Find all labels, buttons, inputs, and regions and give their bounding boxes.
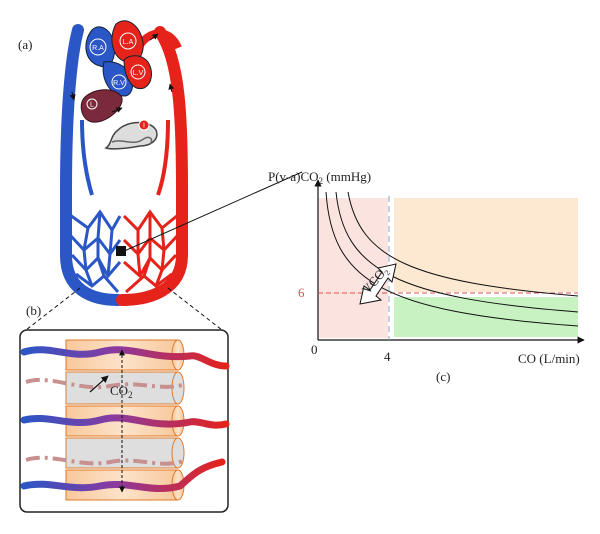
venous-capillary-bed xyxy=(68,209,122,293)
flow-arrows xyxy=(69,33,175,113)
dashed-vessel-2 xyxy=(25,455,187,466)
iso-vco2-curve-high xyxy=(347,191,579,297)
origin-label: 0 xyxy=(311,342,318,357)
heart: R.A L.A R.V L.V xyxy=(85,20,152,97)
arterial-capillary-bed xyxy=(122,209,180,294)
venous-return-vessel xyxy=(60,24,124,306)
pco2-gap-graph: VCO2 P(v-a)CO2 (mmHg) CO (L/min) 0 4 6 (… xyxy=(268,169,585,384)
zoom-line-right xyxy=(167,287,223,331)
y-axis-label: P(v-a)CO2 (mmHg) xyxy=(268,169,371,186)
left-ventricle-label: L.V xyxy=(133,70,144,77)
liver-label: L xyxy=(90,102,94,109)
x-threshold-label: 4 xyxy=(384,349,391,364)
co2-label: CO2 xyxy=(110,383,133,400)
x-axis-label: CO (L/min) xyxy=(518,351,580,366)
zone-low-flow xyxy=(318,198,388,338)
left-atrium-label: L.A xyxy=(123,39,134,46)
capillary-1 xyxy=(20,346,230,370)
pointer-to-graph xyxy=(121,171,303,253)
co2-diffusion-arrow xyxy=(89,375,109,393)
right-ventricle-label: R.V xyxy=(113,80,125,87)
zoom-line-left xyxy=(25,287,81,331)
arterial-vessel xyxy=(116,26,188,306)
intestine: I xyxy=(104,119,158,150)
y-threshold-label: 6 xyxy=(298,285,305,300)
panel-c-label: (c) xyxy=(436,369,450,384)
intestine-label: I xyxy=(143,123,145,130)
capillary-3 xyxy=(20,458,226,492)
portal-vein xyxy=(80,119,94,196)
sampling-site-marker xyxy=(116,246,126,256)
right-atrium-label: R.A xyxy=(92,45,104,52)
capillary-2 xyxy=(20,414,230,429)
dashed-vessel-1 xyxy=(25,377,187,390)
hepatic-artery xyxy=(156,119,170,196)
panel-b-label: (b) xyxy=(26,303,41,318)
panel-a-label: (a) xyxy=(18,37,32,52)
circulation-diagram: R.A L.A R.V L.V L I xyxy=(60,20,188,306)
zone-high-gap xyxy=(394,198,578,292)
capillary-inset: CO2 xyxy=(19,329,230,513)
liver: L xyxy=(80,89,123,123)
